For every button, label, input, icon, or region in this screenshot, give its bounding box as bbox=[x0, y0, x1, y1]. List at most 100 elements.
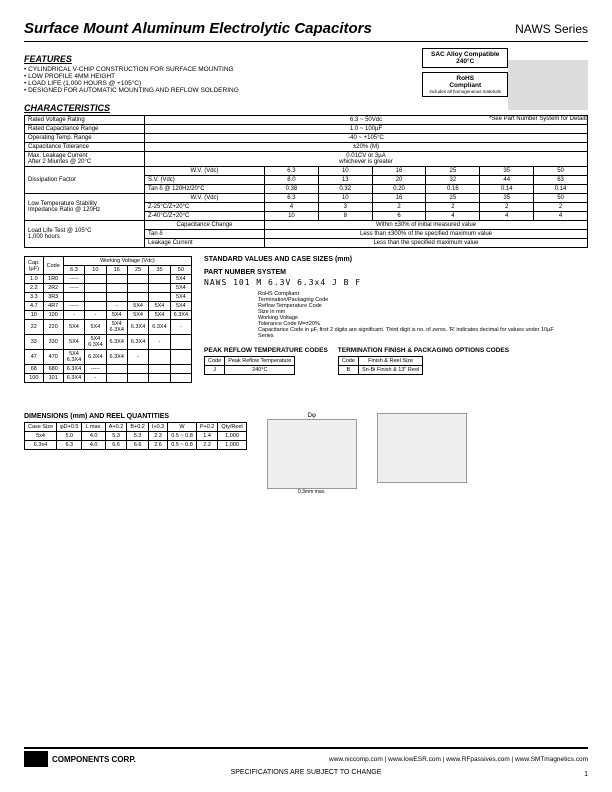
cell bbox=[85, 284, 106, 293]
cell bbox=[149, 374, 170, 383]
cell: 5X4 6.3X4 bbox=[63, 350, 84, 365]
cell: S.V. (Vdc) bbox=[145, 176, 265, 185]
cell: 5X4 bbox=[149, 311, 170, 320]
cell: 6.6 bbox=[127, 441, 149, 450]
col-header: 35 bbox=[149, 266, 170, 275]
col-header: Cap. (µF) bbox=[25, 257, 44, 275]
cell: 0.5 ~ 0.8 bbox=[168, 441, 197, 450]
cell: 240°C bbox=[225, 366, 295, 375]
peak-heading: PEAK REFLOW TEMPERATURE CODES bbox=[204, 347, 328, 354]
characteristics-heading: CHARACTERISTICS bbox=[24, 103, 588, 113]
std-values-table: Cap. (µF) Code Working Voltage (Vdc) 6.3… bbox=[24, 256, 192, 383]
peak-reflow-block: PEAK REFLOW TEMPERATURE CODES CodePeak R… bbox=[204, 347, 328, 375]
features-list: CYLINDRICAL V-CHIP CONSTRUCTION FOR SURF… bbox=[24, 66, 239, 94]
dimensions-table: Case SizeφD+0.5L max.A+0.2B+0.2I+0.3WP+0… bbox=[24, 422, 247, 450]
cell: 1R0 bbox=[43, 275, 63, 284]
rohs-line1: RoHS bbox=[429, 75, 501, 82]
cell: 0.14 bbox=[480, 185, 534, 194]
cell: 16 bbox=[372, 194, 426, 203]
cell: 2 bbox=[534, 203, 588, 212]
col-header: φD+0.5 bbox=[57, 423, 82, 432]
features-row: FEATURES CYLINDRICAL V-CHIP CONSTRUCTION… bbox=[24, 48, 588, 97]
char-label: Rated Capacitance Range bbox=[25, 125, 145, 134]
cell: 0.32 bbox=[318, 185, 372, 194]
cell: 8.0 bbox=[265, 176, 319, 185]
cell: 6.3 bbox=[265, 194, 319, 203]
col-header: Peak Reflow Temperature bbox=[225, 357, 295, 366]
termination-table: CodeFinish & Reel Size BSn-Bi Finish & 1… bbox=[338, 356, 423, 375]
cell: 470 bbox=[43, 350, 63, 365]
corp-name: COMPONENTS CORP. bbox=[52, 755, 136, 764]
cell: 5X4 bbox=[63, 335, 84, 350]
cell: 5X4 bbox=[149, 302, 170, 311]
char-label: Max. Leakage Current After 2 Miuntes @ 2… bbox=[25, 152, 145, 167]
cell: 4 bbox=[265, 203, 319, 212]
cell: 4 bbox=[426, 212, 480, 221]
col-header: Qty/Reel bbox=[218, 423, 246, 432]
cell bbox=[149, 350, 170, 365]
peak-reflow-table: CodePeak Reflow Temperature J240°C bbox=[204, 356, 295, 375]
col-header: Code bbox=[205, 357, 225, 366]
cell: 5X4 6.3X4 bbox=[106, 320, 127, 335]
product-image bbox=[508, 60, 588, 110]
cell: Sn-Bi Finish & 13" Reel bbox=[358, 366, 422, 375]
component-diagram bbox=[267, 419, 357, 489]
cell: 63 bbox=[534, 176, 588, 185]
cell: 3.3 bbox=[25, 293, 44, 302]
cell: 0.38 bbox=[265, 185, 319, 194]
cell: 4.7 bbox=[25, 302, 44, 311]
sac-line2: 240°C bbox=[429, 58, 501, 65]
cell: 5x4 bbox=[25, 432, 57, 441]
cell: Within ±30% of initial measured value bbox=[265, 221, 588, 230]
col-header: Code bbox=[43, 257, 63, 275]
characteristics-table: Rated Voltage Rating6.3 ~ 50Vdc Rated Ca… bbox=[24, 115, 588, 248]
cell bbox=[106, 293, 127, 302]
cell: 0.5 ~ 0.8 bbox=[168, 432, 197, 441]
cell: 8 bbox=[318, 212, 372, 221]
page-footer: COMPONENTS CORP. www.niccomp.com | www.l… bbox=[24, 747, 588, 776]
cell: 6 bbox=[372, 212, 426, 221]
col-header: W bbox=[168, 423, 197, 432]
col-header: 16 bbox=[106, 266, 127, 275]
cell: 10 bbox=[25, 311, 44, 320]
char-label: Operating Temp. Range bbox=[25, 134, 145, 143]
char-label: Capacitance Tolerance bbox=[25, 143, 145, 152]
cell bbox=[127, 275, 148, 284]
cell: 2 bbox=[426, 203, 480, 212]
cell: 25 bbox=[426, 167, 480, 176]
char-value: 1.0 ~ 100µF bbox=[145, 125, 588, 134]
char-label: Load Life Test @ 105°C 1,000 hours bbox=[25, 221, 145, 248]
cell: 22 bbox=[25, 320, 44, 335]
cell: 6.3 bbox=[57, 441, 82, 450]
cell bbox=[127, 365, 148, 374]
cell: W.V. (Vdc) bbox=[145, 167, 265, 176]
cell bbox=[127, 293, 148, 302]
right-column: STANDARD VALUES AND CASE SIZES (mm) PART… bbox=[204, 256, 588, 375]
cell bbox=[85, 293, 106, 302]
cell bbox=[106, 275, 127, 284]
cell: Z-25°C/Z+20°C bbox=[145, 203, 265, 212]
cell bbox=[170, 335, 191, 350]
col-header: L max. bbox=[82, 423, 105, 432]
cell: 4R7 bbox=[43, 302, 63, 311]
cell: 2 bbox=[372, 203, 426, 212]
page-title: Surface Mount Aluminum Electrolytic Capa… bbox=[24, 20, 372, 37]
cell: 0.16 bbox=[426, 185, 480, 194]
cell: 47 bbox=[25, 350, 44, 365]
col-header: Code bbox=[338, 357, 358, 366]
footer-urls: www.niccomp.com | www.lowESR.com | www.R… bbox=[329, 756, 588, 763]
feature-item: LOAD LIFE (1,000 HOURS @ +105°C) bbox=[24, 80, 239, 87]
cell: 5X4 bbox=[127, 311, 148, 320]
feature-item: CYLINDRICAL V-CHIP CONSTRUCTION FOR SURF… bbox=[24, 66, 239, 73]
cell: 10 bbox=[265, 212, 319, 221]
cell: 4.0 bbox=[82, 432, 105, 441]
std-values-block: Cap. (µF) Code Working Voltage (Vdc) 6.3… bbox=[24, 256, 192, 383]
cell: 100 bbox=[43, 311, 63, 320]
cell: 101 bbox=[43, 374, 63, 383]
col-header: 25 bbox=[127, 266, 148, 275]
cell: - bbox=[85, 374, 106, 383]
sac-box: SAC Alloy Compatible 240°C bbox=[422, 48, 508, 68]
cell: 6.3 bbox=[265, 167, 319, 176]
cell: 1.0 bbox=[25, 275, 44, 284]
cell: 5X4 bbox=[170, 284, 191, 293]
